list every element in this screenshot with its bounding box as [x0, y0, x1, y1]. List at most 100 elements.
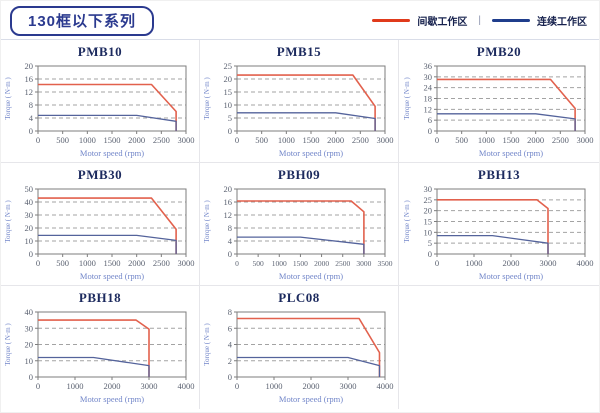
x-axis: 0 1000 2000 3000 4000	[35, 377, 194, 391]
svg-text:20: 20	[24, 340, 33, 350]
svg-text:5: 5	[427, 238, 431, 248]
svg-text:3000: 3000	[140, 381, 157, 391]
svg-text:0: 0	[427, 126, 431, 136]
svg-text:25: 25	[223, 61, 232, 71]
svg-text:1500: 1500	[103, 135, 120, 145]
svg-text:0: 0	[35, 258, 39, 268]
svg-text:500: 500	[252, 259, 264, 268]
svg-text:10: 10	[223, 100, 232, 110]
x-axis-label: Motor speed (rpm)	[478, 271, 542, 281]
series-continuous	[37, 356, 150, 377]
svg-text:8: 8	[227, 223, 231, 233]
svg-text:0: 0	[227, 249, 231, 259]
y-axis: 0 10 20 30 40 50	[24, 184, 38, 259]
svg-text:36: 36	[423, 61, 432, 71]
gridlines	[236, 78, 385, 119]
x-axis: 0 500 1000 1500 2000 2500 3000	[234, 131, 393, 145]
y-axis-label: Torque ( N·m )	[4, 77, 12, 120]
x-axis-label: Motor speed (rpm)	[278, 148, 342, 158]
series-title-box: 130框以下系列	[10, 6, 155, 36]
svg-text:20: 20	[24, 223, 33, 233]
svg-text:20: 20	[423, 206, 432, 216]
svg-text:15: 15	[423, 217, 432, 227]
gridlines	[37, 201, 186, 242]
svg-text:12: 12	[24, 87, 33, 97]
svg-text:0: 0	[235, 259, 239, 268]
y-axis-label: Torque ( N·m )	[203, 323, 211, 366]
svg-text:1000: 1000	[277, 135, 294, 145]
svg-text:12: 12	[423, 104, 432, 114]
chart-title: PBH09	[277, 167, 321, 182]
chart-title: PMB10	[77, 44, 123, 59]
series-continuous	[436, 234, 549, 254]
svg-text:0: 0	[35, 135, 39, 145]
svg-text:24: 24	[423, 83, 432, 93]
series-intermittent	[436, 198, 549, 254]
svg-text:1000: 1000	[271, 259, 286, 268]
svg-text:500: 500	[255, 135, 268, 145]
svg-text:1000: 1000	[265, 381, 282, 391]
series-continuous	[236, 356, 380, 377]
x-axis-label: Motor speed (rpm)	[79, 148, 143, 158]
gridlines	[436, 199, 585, 244]
chart-panel: PBH13 0 1000 2000 3000 4000 0 5 10 15 20 25 30 Motor…	[399, 163, 599, 286]
x-axis: 0 500 1000 1500 2000 2500 3000 3500	[235, 254, 392, 268]
x-axis-label: Motor speed (rpm)	[79, 394, 143, 404]
svg-text:8: 8	[28, 100, 32, 110]
series-continuous	[236, 112, 376, 131]
chart-title: PMB15	[276, 44, 322, 59]
x-axis-label: Motor speed (rpm)	[478, 148, 542, 158]
continuous-line-swatch	[492, 18, 530, 22]
x-axis: 0 500 1000 1500 2000 2500 3000	[434, 131, 593, 145]
svg-text:0: 0	[234, 381, 238, 391]
series-continuous	[37, 114, 177, 131]
y-axis: 0 5 10 15 20 25	[223, 61, 237, 136]
svg-text:30: 30	[24, 210, 33, 220]
svg-text:1500: 1500	[292, 259, 307, 268]
torque-speed-chart: 0 500 1000 1500 2000 2500 3000 0 5 10 15 20 25 Motor …	[203, 61, 394, 158]
chart-title: PBH18	[78, 290, 122, 305]
empty-cell	[399, 286, 599, 409]
series-continuous	[436, 113, 576, 131]
svg-text:500: 500	[56, 135, 69, 145]
svg-text:2500: 2500	[351, 135, 368, 145]
svg-text:10: 10	[423, 227, 432, 237]
series-intermittent	[236, 74, 376, 131]
svg-text:4000: 4000	[576, 258, 593, 268]
svg-text:1500: 1500	[502, 135, 519, 145]
svg-text:0: 0	[28, 126, 32, 136]
y-axis-label: Torque ( N·m )	[203, 77, 211, 120]
svg-text:0: 0	[434, 258, 438, 268]
y-axis: 0 4 8 12 16 20	[24, 61, 38, 136]
legend-item-intermittent: 间歇工作区	[372, 13, 467, 28]
torque-speed-chart: 0 1000 2000 3000 4000 0 2 4 6 8 Motor speed (rpm) T…	[203, 307, 394, 404]
svg-text:2500: 2500	[335, 259, 350, 268]
gridlines	[37, 78, 186, 119]
svg-text:16: 16	[24, 74, 33, 84]
svg-text:20: 20	[223, 184, 232, 194]
series-intermittent	[37, 319, 150, 377]
gridlines	[236, 201, 385, 242]
svg-text:3000: 3000	[177, 258, 194, 268]
chart-panel: PMB30 0 500 1000 1500 2000 2500 3000 0 10 20 30 40 5…	[1, 163, 200, 286]
svg-text:1500: 1500	[103, 258, 120, 268]
x-axis-label: Motor speed (rpm)	[278, 394, 342, 404]
y-axis-label: Torque ( N·m )	[4, 323, 12, 366]
series-intermittent	[236, 200, 365, 254]
plot-frame	[236, 188, 385, 255]
gridlines	[436, 76, 585, 121]
svg-text:2000: 2000	[128, 258, 145, 268]
svg-text:0: 0	[227, 126, 231, 136]
svg-text:2000: 2000	[302, 381, 319, 391]
legend-separator: |	[478, 14, 481, 26]
svg-text:3000: 3000	[539, 258, 556, 268]
svg-text:1000: 1000	[78, 135, 95, 145]
chart-title: PLC08	[278, 290, 320, 305]
chart-title: PBH13	[477, 167, 521, 182]
svg-text:6: 6	[427, 115, 431, 125]
header: 130框以下系列 间歇工作区 | 连续工作区	[1, 1, 599, 40]
svg-text:0: 0	[28, 372, 32, 382]
